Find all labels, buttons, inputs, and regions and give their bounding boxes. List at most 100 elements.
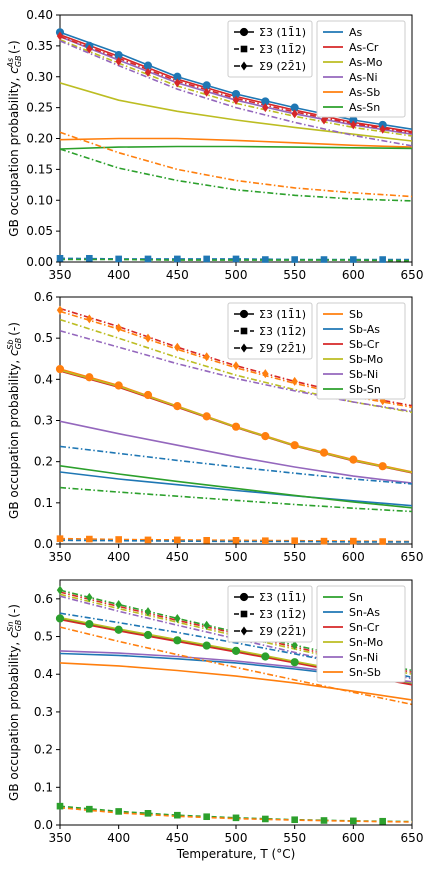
- series-line: [60, 626, 412, 706]
- data-point-square: [115, 255, 122, 263]
- series-line: [60, 445, 412, 485]
- data-point-diamond: [262, 369, 269, 379]
- gb-legend-label: Σ9 (22̄1): [259, 60, 306, 73]
- element-legend-label: Sb-Ni: [349, 368, 378, 381]
- series-line: [60, 420, 412, 484]
- gb-legend-label: Σ9 (22̄1): [259, 342, 306, 355]
- data-point-diamond: [56, 305, 64, 315]
- x-axis-label: Temperature, T (°C): [176, 847, 296, 861]
- data-point-diamond: [174, 78, 181, 88]
- data-point-circle: [202, 641, 211, 650]
- y-axis-label-part: (-): [7, 40, 21, 58]
- data-point-circle: [290, 658, 299, 667]
- data-point-square: [86, 254, 93, 262]
- data-point-square: [203, 255, 210, 263]
- data-point-circle: [85, 620, 94, 629]
- series-line: [60, 137, 412, 148]
- data-point-circle: [290, 441, 299, 450]
- y-axis-label-part: GB: [14, 338, 23, 350]
- gb-legend-marker: [240, 45, 248, 53]
- series-line: [60, 82, 412, 142]
- gb-legend-marker: [240, 626, 248, 636]
- x-tick-label: 550: [283, 268, 306, 282]
- gb-legend-label: Σ9 (22̄1): [259, 625, 306, 638]
- data-point-diamond: [320, 115, 328, 125]
- gb-legend-marker: [240, 327, 248, 335]
- element-legend-label: Sn-Mo: [349, 636, 383, 649]
- data-point-diamond: [203, 352, 210, 362]
- x-tick-label: 450: [166, 550, 189, 564]
- y-tick-label: 0.30: [26, 70, 53, 84]
- data-point-diamond: [86, 314, 93, 324]
- element-legend-box: [316, 302, 406, 400]
- y-tick-label: 0.2: [34, 743, 53, 757]
- data-point-circle: [143, 390, 153, 400]
- y-tick-label: 0.2: [34, 455, 53, 469]
- x-tick-label: 650: [401, 268, 424, 282]
- y-tick-label: 0.3: [34, 705, 53, 719]
- element-legend-box: [316, 585, 406, 683]
- y-tick-label: 0.5: [34, 331, 53, 345]
- data-point-circle: [55, 364, 65, 374]
- gb-legend-box: [227, 302, 313, 360]
- data-point-circle: [261, 652, 270, 661]
- y-axis-label-part: GB occupation probability,: [7, 638, 21, 801]
- data-point-diamond: [262, 103, 269, 113]
- data-point-diamond: [86, 592, 93, 602]
- data-point-diamond: [174, 613, 181, 623]
- data-point-diamond: [291, 640, 298, 650]
- data-point-square: [86, 805, 93, 813]
- data-point-diamond: [56, 31, 64, 41]
- data-point-diamond: [144, 607, 152, 617]
- series-line: [60, 148, 412, 202]
- y-axis-label-part: (-): [7, 322, 21, 340]
- data-point-circle: [114, 625, 123, 634]
- series-line: [60, 145, 412, 150]
- data-point-square: [56, 802, 64, 810]
- element-legend-label: As-Mo: [349, 56, 383, 69]
- y-tick-label: 0.15: [26, 162, 53, 176]
- x-tick-label: 600: [342, 831, 365, 845]
- element-legend-label: Sb-As: [349, 323, 380, 336]
- gb-legend-marker: [239, 27, 249, 37]
- data-point-square: [174, 811, 181, 819]
- data-point-square: [56, 535, 64, 542]
- x-tick-label: 400: [107, 831, 130, 845]
- y-axis-label-part: (-): [7, 604, 21, 622]
- data-point-square: [262, 256, 269, 263]
- data-point-diamond: [115, 323, 122, 333]
- data-point-square: [115, 808, 122, 815]
- x-tick-label: 350: [49, 550, 72, 564]
- element-legend-label: As: [349, 26, 363, 39]
- y-axis-label-part: As: [6, 58, 15, 69]
- y-tick-label: 0.3: [34, 414, 53, 428]
- element-legend-label: As-Ni: [349, 71, 378, 84]
- x-tick-label: 400: [107, 550, 130, 564]
- data-point-square: [320, 817, 328, 824]
- gb-legend-label: Σ3 (11̄2): [259, 43, 306, 56]
- gb-legend-marker: [240, 610, 248, 618]
- x-tick-label: 550: [283, 831, 306, 845]
- data-point-diamond: [56, 585, 64, 595]
- element-legend-label: Sn-Cr: [349, 621, 380, 634]
- data-point-square: [350, 537, 357, 545]
- series-line: [60, 486, 412, 513]
- data-point-square: [262, 815, 269, 823]
- data-point-square: [320, 256, 328, 263]
- data-point-circle: [173, 401, 182, 411]
- element-legend-label: Sn: [349, 591, 363, 604]
- data-point-diamond: [203, 87, 210, 97]
- x-tick-label: 650: [401, 831, 424, 845]
- data-point-circle: [85, 373, 94, 382]
- y-axis-label-part: GB occupation probability,: [7, 74, 21, 237]
- data-point-square: [144, 255, 152, 263]
- x-tick-label: 350: [49, 268, 72, 282]
- y-axis-label-part: GB occupation probability,: [7, 356, 21, 519]
- x-tick-label: 350: [49, 831, 72, 845]
- y-axis-label-part: Sb: [6, 340, 15, 350]
- data-point-square: [291, 816, 298, 824]
- y-tick-label: 0.4: [34, 667, 53, 681]
- x-tick-label: 500: [225, 268, 248, 282]
- gb-legend-marker: [239, 592, 249, 602]
